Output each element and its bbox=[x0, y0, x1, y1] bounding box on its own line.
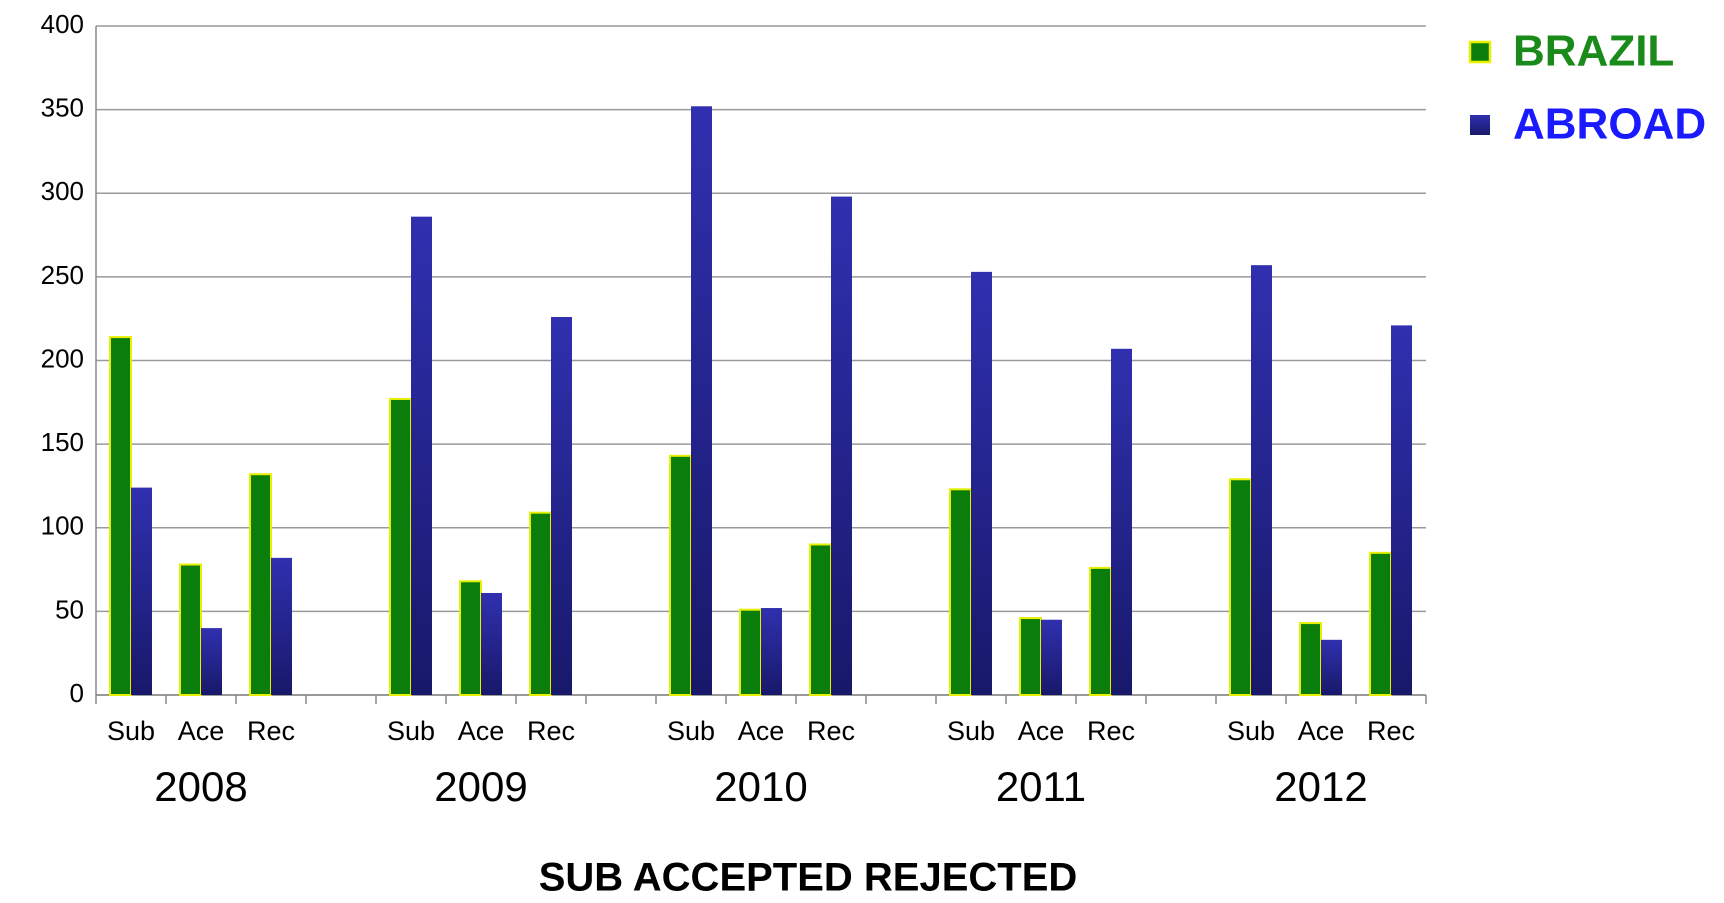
bar bbox=[669, 454, 692, 696]
x-tick-label: Ace bbox=[1298, 716, 1345, 746]
bar bbox=[481, 592, 502, 695]
bar bbox=[551, 317, 572, 695]
y-tick-label: 400 bbox=[41, 9, 84, 39]
bar bbox=[1089, 566, 1112, 697]
bar bbox=[691, 106, 712, 695]
bar bbox=[109, 336, 132, 696]
bar bbox=[1391, 325, 1412, 695]
bar bbox=[1299, 622, 1322, 697]
x-tick-label: Ace bbox=[738, 716, 785, 746]
bar bbox=[529, 511, 552, 697]
bar bbox=[971, 271, 992, 695]
bar bbox=[201, 628, 222, 695]
bar bbox=[1229, 478, 1252, 696]
x-tick-label: Rec bbox=[1367, 716, 1415, 746]
y-tick-label: 300 bbox=[41, 176, 84, 206]
x-tick-label: Sub bbox=[947, 716, 995, 746]
bar bbox=[809, 543, 832, 696]
legend-label: ABROAD bbox=[1513, 100, 1706, 149]
bar bbox=[1369, 551, 1392, 697]
y-tick-label: 350 bbox=[41, 93, 84, 123]
bar bbox=[761, 608, 782, 695]
chart-title: SUB ACCEPTED REJECTED bbox=[539, 856, 1078, 900]
y-tick-label: 0 bbox=[70, 678, 84, 708]
bar bbox=[131, 487, 152, 695]
y-tick-label: 100 bbox=[41, 511, 84, 541]
x-tick-label: Sub bbox=[387, 716, 435, 746]
bar bbox=[1111, 348, 1132, 695]
bar bbox=[179, 563, 202, 696]
group-label: 2009 bbox=[434, 763, 527, 810]
bar bbox=[1321, 639, 1342, 695]
group-label: 2008 bbox=[154, 763, 247, 810]
x-tick-label: Rec bbox=[807, 716, 855, 746]
bar bbox=[249, 473, 272, 697]
bar bbox=[271, 557, 292, 695]
legend-swatch bbox=[1470, 115, 1490, 135]
x-tick-label: Rec bbox=[1087, 716, 1135, 746]
group-label: 2010 bbox=[714, 763, 807, 810]
bar bbox=[1041, 619, 1062, 695]
x-tick-label: Sub bbox=[667, 716, 715, 746]
bar bbox=[459, 580, 482, 697]
bar bbox=[949, 488, 972, 696]
x-tick-label: Ace bbox=[178, 716, 225, 746]
x-tick-label: Ace bbox=[1018, 716, 1065, 746]
bar bbox=[1251, 265, 1272, 695]
y-tick-label: 50 bbox=[55, 594, 84, 624]
legend-swatch bbox=[1468, 40, 1492, 64]
bar bbox=[831, 196, 852, 695]
bar bbox=[739, 608, 762, 697]
x-tick-label: Sub bbox=[1227, 716, 1275, 746]
x-tick-label: Ace bbox=[458, 716, 505, 746]
y-tick-label: 200 bbox=[41, 343, 84, 373]
x-tick-label: Sub bbox=[107, 716, 155, 746]
bar bbox=[1019, 617, 1042, 696]
legend-label: BRAZIL bbox=[1513, 27, 1674, 76]
y-tick-label: 250 bbox=[41, 260, 84, 290]
x-tick-label: Rec bbox=[247, 716, 295, 746]
group-label: 2012 bbox=[1274, 763, 1367, 810]
y-tick-label: 150 bbox=[41, 427, 84, 457]
x-tick-label: Rec bbox=[527, 716, 575, 746]
group-label: 2011 bbox=[996, 763, 1086, 810]
bar bbox=[389, 397, 412, 696]
bar bbox=[411, 216, 432, 696]
